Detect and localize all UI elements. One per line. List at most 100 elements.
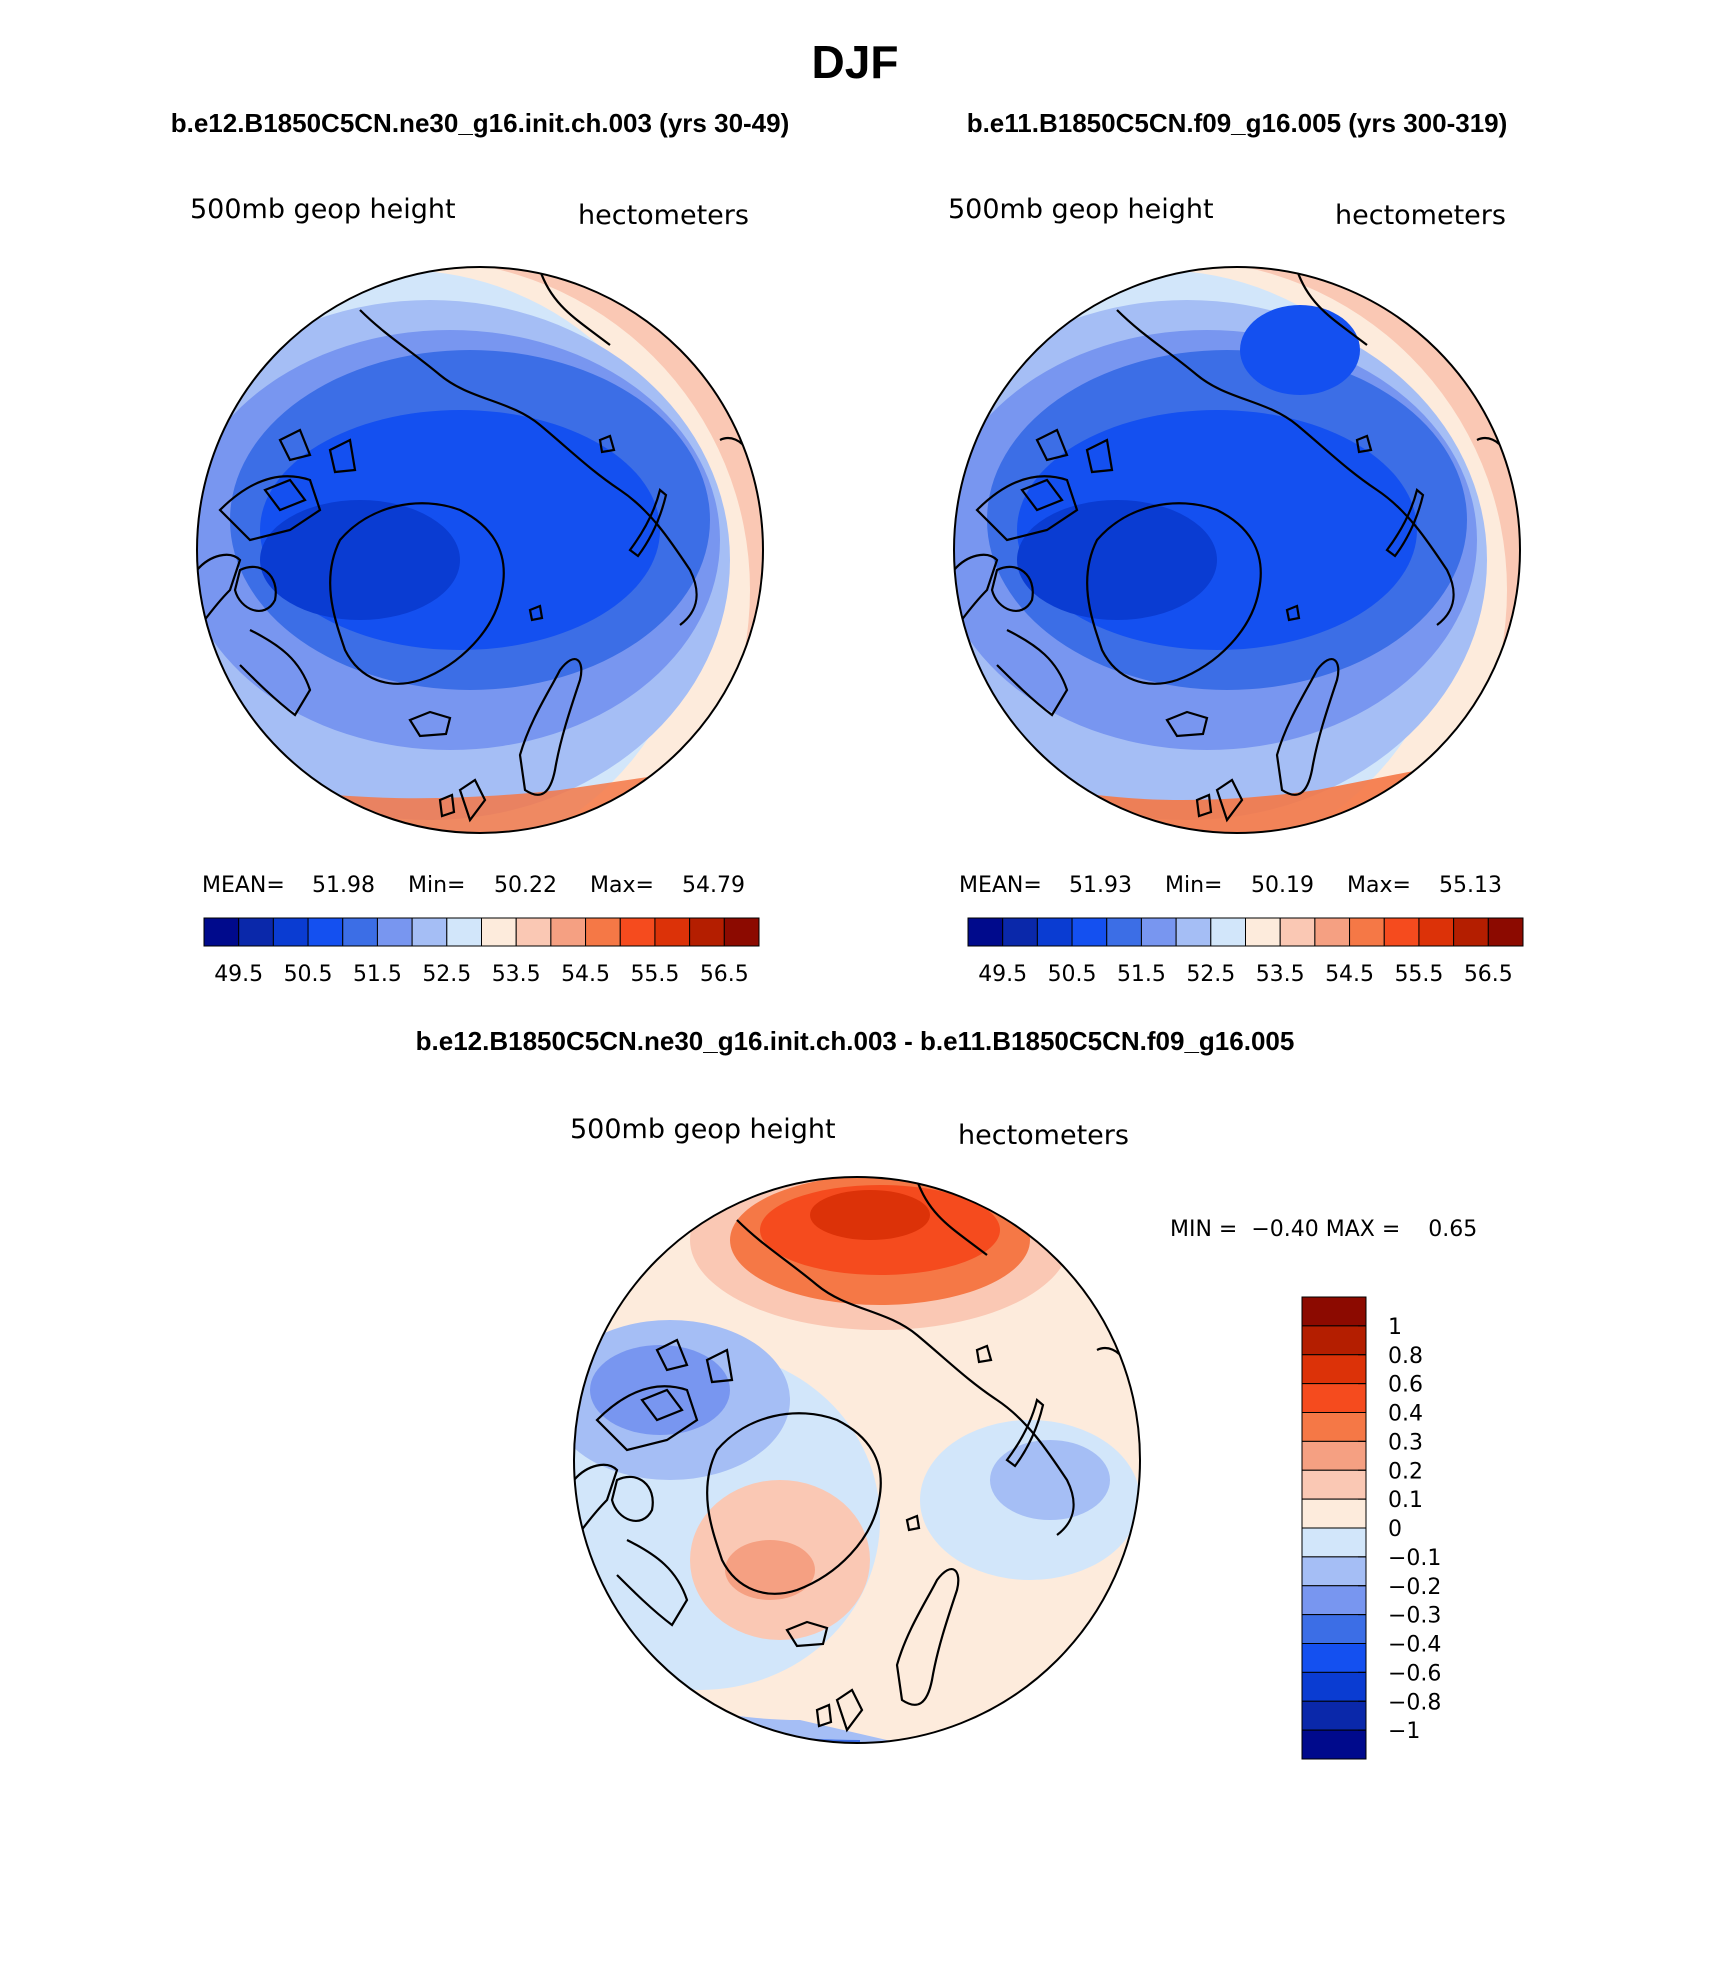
panel1-colorbar-tick-label: 50.5	[284, 962, 333, 987]
panel1-colorbar-swatch	[238, 917, 274, 947]
panel2-colorbar-swatch	[1002, 917, 1038, 947]
difference-colorbar-swatch	[1301, 1412, 1367, 1442]
difference-colorbar-tick-label: 0.3	[1388, 1430, 1423, 1455]
panel2-case-title: b.e11.B1850C5CN.f09_g16.005 (yrs 300-319…	[967, 108, 1508, 138]
panel2-colorbar-tick-label: 52.5	[1186, 962, 1235, 987]
panel2-colorbar-swatch	[1071, 917, 1108, 947]
difference-variable: 500mb geop height	[570, 1114, 836, 1145]
panel2-max-label: Max=	[1347, 873, 1411, 898]
difference-minmax: MIN = −0.40 MAX = 0.65	[1170, 1217, 1477, 1242]
panel2-mean-label: MEAN=	[959, 873, 1042, 898]
panel2-colorbar-swatch	[1418, 917, 1455, 947]
panel2-colorbar-tick-label: 51.5	[1117, 962, 1166, 987]
difference-colorbar-tick-label: −0.8	[1388, 1690, 1441, 1715]
panel2-colorbar-tick-label: 56.5	[1464, 962, 1513, 987]
panel1-colorbar-swatch	[619, 917, 656, 947]
panel2-variable: 500mb geop height	[948, 194, 1214, 225]
panel1-colorbar-tick-label: 54.5	[561, 962, 610, 987]
difference-colorbar-tick-label: −0.2	[1388, 1575, 1441, 1600]
panel2-min-value: 50.19	[1251, 873, 1314, 898]
panel1-mean-value: 51.98	[312, 873, 375, 898]
panel2-colorbar-swatch	[1175, 917, 1212, 947]
panel1-colorbar-tick-label: 55.5	[630, 962, 679, 987]
panel1-colorbar-swatch	[446, 917, 482, 947]
panel2-colorbar-swatch	[1210, 917, 1246, 947]
difference-colorbar-tick-label: 0.4	[1388, 1402, 1423, 1427]
difference-colorbar-tick-label: 0	[1388, 1517, 1402, 1542]
panel1-case-title: b.e12.B1850C5CN.ne30_g16.init.ch.003 (yr…	[171, 108, 790, 138]
panel2-max-value: 55.13	[1439, 873, 1502, 898]
panel2-colorbar-tick-label: 53.5	[1256, 962, 1305, 987]
difference-units: hectometers	[958, 1120, 1129, 1151]
panel1-colorbar-tick-label: 56.5	[700, 962, 749, 987]
panel2-mean-value: 51.93	[1069, 873, 1132, 898]
panel2-colorbar-swatch	[1106, 917, 1142, 947]
panel1-colorbar-swatch	[307, 917, 344, 947]
panel1-max-label: Max=	[590, 873, 654, 898]
difference-colorbar-swatch	[1301, 1325, 1367, 1356]
panel1-colorbar-tick-label: 52.5	[422, 962, 471, 987]
difference-map	[573, 1176, 1141, 1744]
panel1-colorbar-swatch	[550, 917, 587, 947]
panel1-colorbar-swatch	[411, 917, 448, 947]
panel1-colorbar-swatch	[515, 917, 552, 947]
panel2-map	[953, 266, 1521, 834]
panel1-colorbar-swatch	[272, 917, 309, 947]
panel2-colorbar-swatch	[1487, 917, 1524, 947]
difference-colorbar-tick-label: −0.6	[1388, 1661, 1441, 1686]
panel2-colorbar: 49.5 50.5 51.5 52.5 53.5 54.5 55.5 56.5	[967, 917, 1524, 987]
difference-colorbar-swatch	[1301, 1469, 1367, 1500]
panel2-colorbar-swatch	[1279, 917, 1316, 947]
difference-colorbar-tick-label: −0.4	[1388, 1633, 1441, 1658]
panel1-min-value: 50.22	[494, 873, 557, 898]
difference-colorbar-swatch	[1301, 1354, 1367, 1385]
difference-colorbar-swatch	[1301, 1556, 1367, 1587]
panel1-colorbar-swatch	[203, 917, 240, 947]
panel1-colorbar-swatch	[585, 917, 621, 947]
panel2-colorbar-tick-label: 54.5	[1325, 962, 1374, 987]
panel2-colorbar-swatch	[1314, 917, 1351, 947]
difference-colorbar-tick-label: 0.2	[1388, 1459, 1423, 1484]
panel1-colorbar-tick-label: 49.5	[214, 962, 263, 987]
difference-colorbar-swatch	[1301, 1585, 1367, 1616]
panel1-variable: 500mb geop height	[190, 194, 456, 225]
panel1-stats: MEAN= 51.98 Min= 50.22 Max= 54.79	[202, 873, 745, 898]
panel1-max-value: 54.79	[682, 873, 745, 898]
difference-colorbar-swatch	[1301, 1614, 1367, 1644]
panel2-colorbar-swatch	[1349, 917, 1385, 947]
panel2-colorbar-swatch	[1383, 917, 1420, 947]
figure-title: DJF	[812, 36, 899, 88]
panel2-colorbar-swatch	[1245, 917, 1281, 947]
difference-colorbar-tick-label: −1	[1388, 1719, 1420, 1744]
difference-colorbar: 1 0.8 0.6 0.4 0.3 0.2 0.1 0 −0.1 −0.2 −0.3 −0.4 −0.6…	[1301, 1296, 1441, 1760]
difference-colorbar-tick-label: 0.8	[1388, 1344, 1423, 1369]
panel2-colorbar-tick-label: 55.5	[1394, 962, 1443, 987]
panel2-stats: MEAN= 51.93 Min= 50.19 Max= 55.13	[959, 873, 1502, 898]
difference-colorbar-swatch	[1301, 1527, 1367, 1558]
difference-colorbar-swatch	[1301, 1671, 1367, 1702]
difference-title: b.e12.B1850C5CN.ne30_g16.init.ch.003 - b…	[416, 1026, 1295, 1056]
panel1-colorbar-swatch	[723, 917, 760, 947]
panel1-map	[196, 266, 764, 834]
panel1-colorbar: 49.5 50.5 51.5 52.5 53.5 54.5 55.5 56.5	[203, 917, 760, 987]
panel1-colorbar-swatch	[481, 917, 517, 947]
difference-colorbar-swatch	[1301, 1498, 1367, 1529]
panel1-colorbar-swatch	[342, 917, 378, 947]
panel1-colorbar-tick-label: 51.5	[353, 962, 402, 987]
difference-colorbar-tick-label: 0.1	[1388, 1488, 1423, 1513]
panel2-min-label: Min=	[1165, 873, 1222, 898]
difference-colorbar-tick-label: 1	[1388, 1315, 1402, 1340]
panel2-colorbar-swatch	[1036, 917, 1073, 947]
panel1-colorbar-swatch	[654, 917, 691, 947]
difference-colorbar-swatch	[1301, 1729, 1367, 1760]
panel2-colorbar-swatch	[1453, 917, 1489, 947]
panel1-units: hectometers	[578, 200, 749, 231]
panel2-colorbar-tick-label: 49.5	[978, 962, 1027, 987]
panel2-colorbar-tick-label: 50.5	[1048, 962, 1097, 987]
panel2-colorbar-swatch	[967, 917, 1004, 947]
difference-colorbar-swatch	[1301, 1700, 1367, 1731]
panel1-mean-label: MEAN=	[202, 873, 285, 898]
panel2-colorbar-swatch	[1140, 917, 1177, 947]
panel1-colorbar-swatch	[689, 917, 725, 947]
